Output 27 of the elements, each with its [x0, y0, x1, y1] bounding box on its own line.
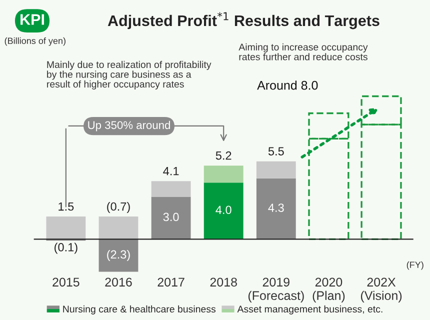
total-label: 5.2	[216, 151, 232, 160]
chart-title: Adjusted Profit$^{*1}$ Results and Targets	[108, 12, 380, 30]
x-tick-label: 202X (Vision)	[360, 278, 402, 302]
legend-label: Nursing care & healthcare business	[63, 305, 216, 314]
text: KPI	[20, 14, 44, 25]
x-tick-label: 2018	[210, 278, 237, 287]
text: (Billions of yen)	[4, 37, 66, 46]
x-tick-label: 2017	[158, 278, 184, 287]
x-tick-label: 2015	[52, 278, 80, 287]
data-label: (0.1)	[54, 242, 78, 254]
total-label: 5.5	[268, 147, 284, 156]
data-label: (2.3)	[107, 250, 130, 261]
annotation: Up 350% around	[88, 120, 170, 132]
data-label: 4.0	[216, 206, 232, 214]
total-label: (0.7)	[107, 202, 130, 214]
legend-label: Asset management business, etc.	[237, 305, 382, 314]
data-label: 3.0	[163, 212, 179, 222]
text: Mainly due to realization of profitability by the nursing care business as a result of higher occupancy rates	[47, 60, 212, 90]
annotation: (FY)	[406, 261, 424, 270]
text: Around 8.0	[257, 80, 318, 90]
x-tick-label: 2019 (Forecast)	[248, 278, 304, 302]
x-tick-label: 2020 (Plan)	[312, 278, 345, 302]
x-tick-label: 2016	[105, 278, 132, 287]
text: Aiming to increase occupancy rates further and reduce costs	[238, 43, 368, 60]
total-label: 4.1	[163, 167, 179, 176]
data-label: 4.3	[268, 204, 284, 212]
total-label: 1.5	[58, 202, 74, 211]
